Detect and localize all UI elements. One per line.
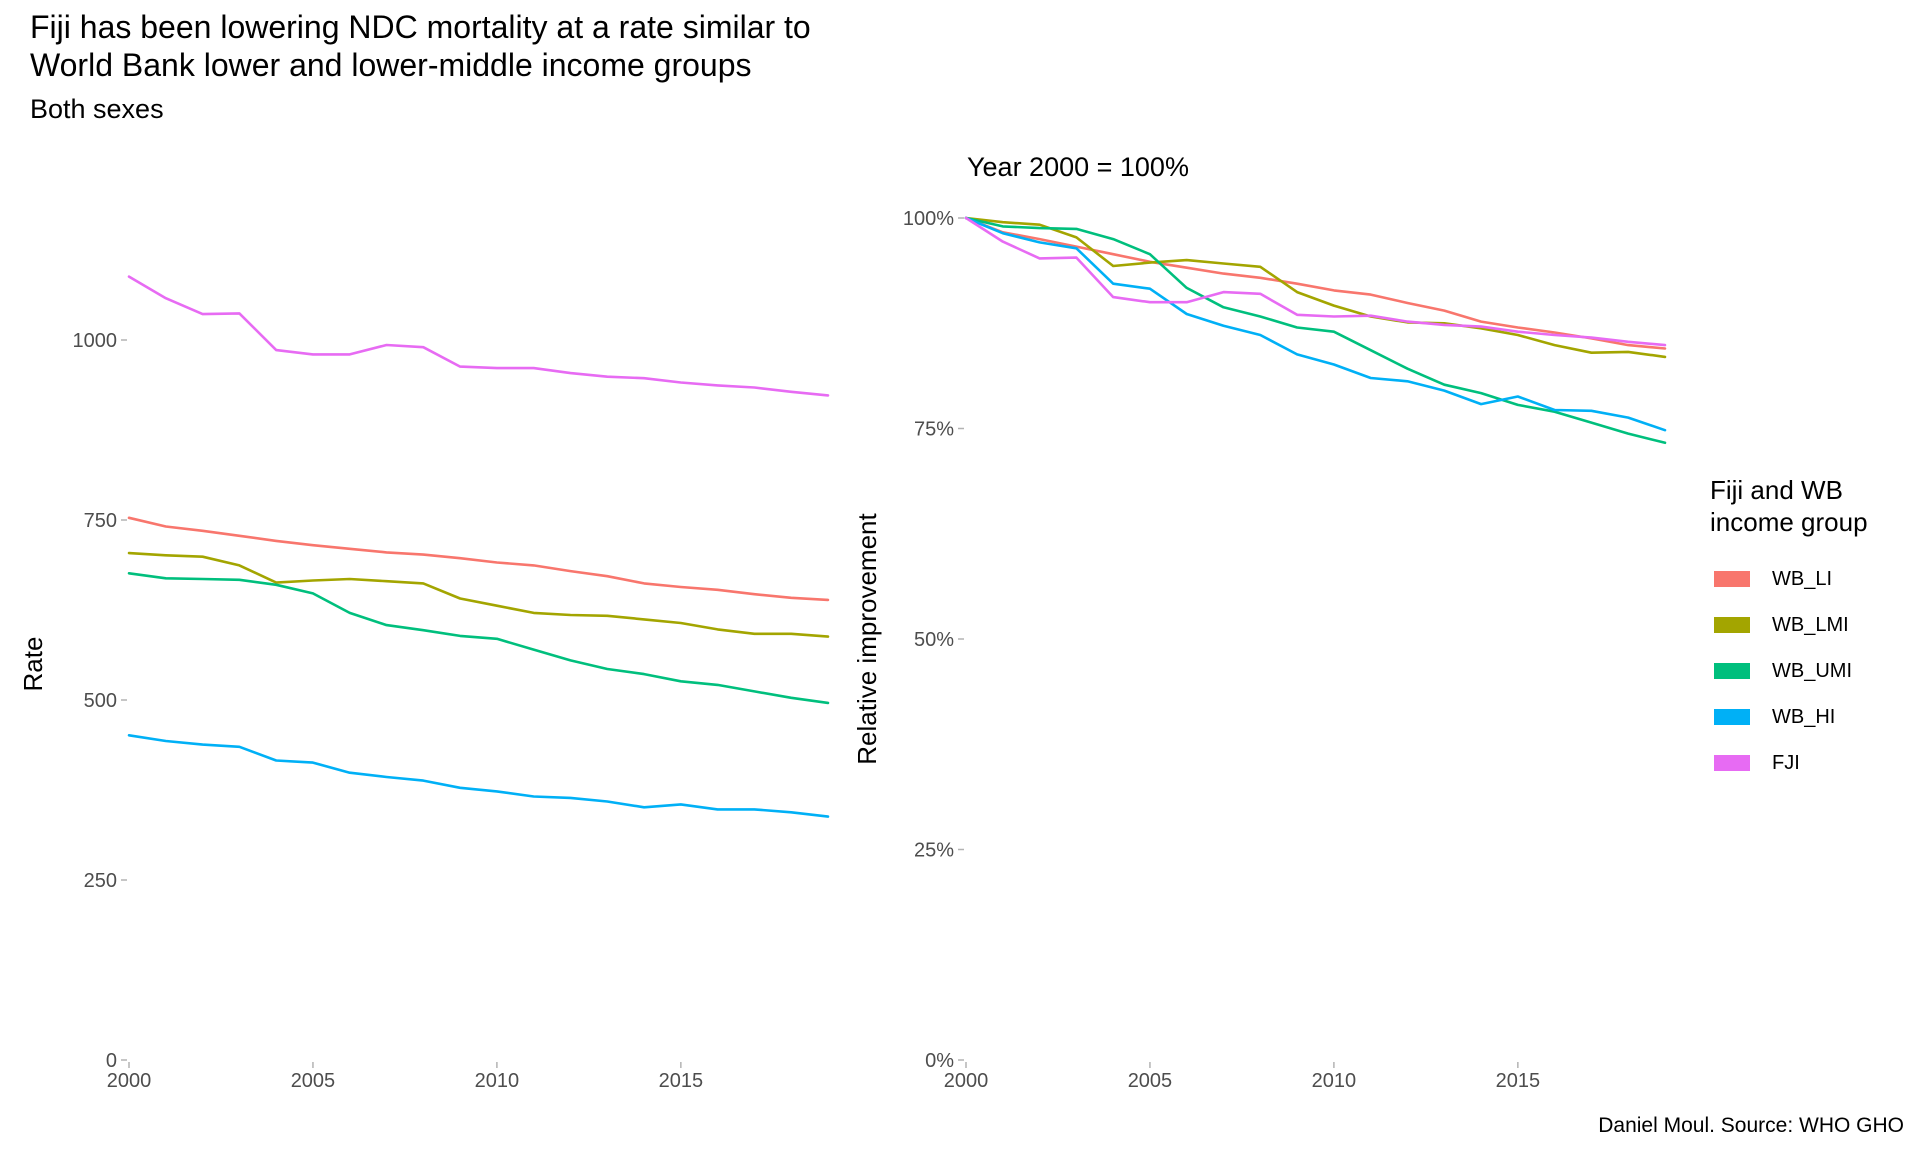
legend-label: WB_LI — [1772, 567, 1833, 590]
legend: WB_LI WB_LMI WB_UMI WB_HI FJI — [1714, 556, 1852, 786]
legend-key-wb-hi — [1714, 709, 1750, 725]
legend-key-fji — [1714, 755, 1750, 771]
legend-item: FJI — [1714, 740, 1852, 786]
series-line-wb-umi-rate — [127, 571, 830, 705]
series-line-wb-hi-relative — [964, 216, 1667, 432]
legend-label: WB_HI — [1772, 705, 1836, 728]
chart-title: Fiji has been lowering NDC mortality at … — [30, 9, 811, 83]
x-tick-label: 2015 — [659, 1070, 704, 1092]
source-caption: Daniel Moul. Source: WHO GHO — [1598, 1114, 1904, 1137]
y-axis-title: Relative improvement — [852, 513, 882, 765]
legend-item: WB_LI — [1714, 556, 1852, 602]
legend-item: WB_HI — [1714, 694, 1852, 740]
series-line-wb-lmi-relative — [964, 216, 1667, 359]
x-tick-label: 2000 — [107, 1070, 152, 1092]
legend-item: WB_LMI — [1714, 602, 1852, 648]
series-line-wb-li-rate — [127, 516, 830, 602]
y-tick-label: 50% — [914, 629, 954, 651]
x-tick-label: 2005 — [291, 1070, 336, 1092]
legend-label: WB_LMI — [1772, 613, 1849, 636]
legend-title: Fiji and WB income group — [1710, 475, 1868, 537]
legend-label: FJI — [1772, 751, 1800, 774]
x-tick-label: 2010 — [475, 1070, 520, 1092]
chart-subtitle: Both sexes — [30, 94, 164, 124]
series-line-fji-relative — [964, 216, 1667, 347]
legend-item: WB_UMI — [1714, 648, 1852, 694]
y-tick-label: 25% — [914, 840, 954, 862]
legend-key-wb-umi — [1714, 663, 1750, 679]
series-line-wb-hi-rate — [127, 733, 830, 818]
series-line-wb-lmi-rate — [127, 551, 830, 638]
y-axis-title: Rate — [18, 637, 48, 692]
legend-key-wb-li — [1714, 571, 1750, 587]
y-tick-label: 500 — [84, 690, 117, 712]
x-tick-label: 2005 — [1128, 1070, 1173, 1092]
y-tick-label: 0% — [925, 1050, 954, 1072]
legend-label: WB_UMI — [1772, 659, 1852, 682]
y-tick-label: 0 — [106, 1050, 117, 1072]
y-tick-label: 75% — [914, 419, 954, 441]
y-tick-label: 750 — [84, 510, 117, 532]
series-line-wb-umi-relative — [964, 216, 1667, 445]
series-line-fji-rate — [127, 275, 830, 397]
x-tick-label: 2010 — [1312, 1070, 1357, 1092]
y-tick-label: 250 — [84, 870, 117, 892]
series-line-wb-li-relative — [964, 216, 1667, 350]
y-tick-label: 100% — [903, 208, 954, 230]
panel-subtitle-relative: Year 2000 = 100% — [967, 152, 1189, 182]
legend-key-wb-lmi — [1714, 617, 1750, 633]
x-tick-label: 2000 — [944, 1070, 989, 1092]
x-tick-label: 2015 — [1496, 1070, 1541, 1092]
y-tick-label: 1000 — [73, 330, 118, 352]
